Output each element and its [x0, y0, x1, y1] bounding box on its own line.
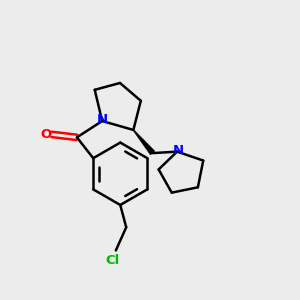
Text: N: N: [173, 144, 184, 157]
Text: O: O: [41, 128, 52, 141]
Polygon shape: [133, 130, 155, 155]
Text: Cl: Cl: [105, 254, 119, 267]
Text: N: N: [97, 113, 108, 126]
